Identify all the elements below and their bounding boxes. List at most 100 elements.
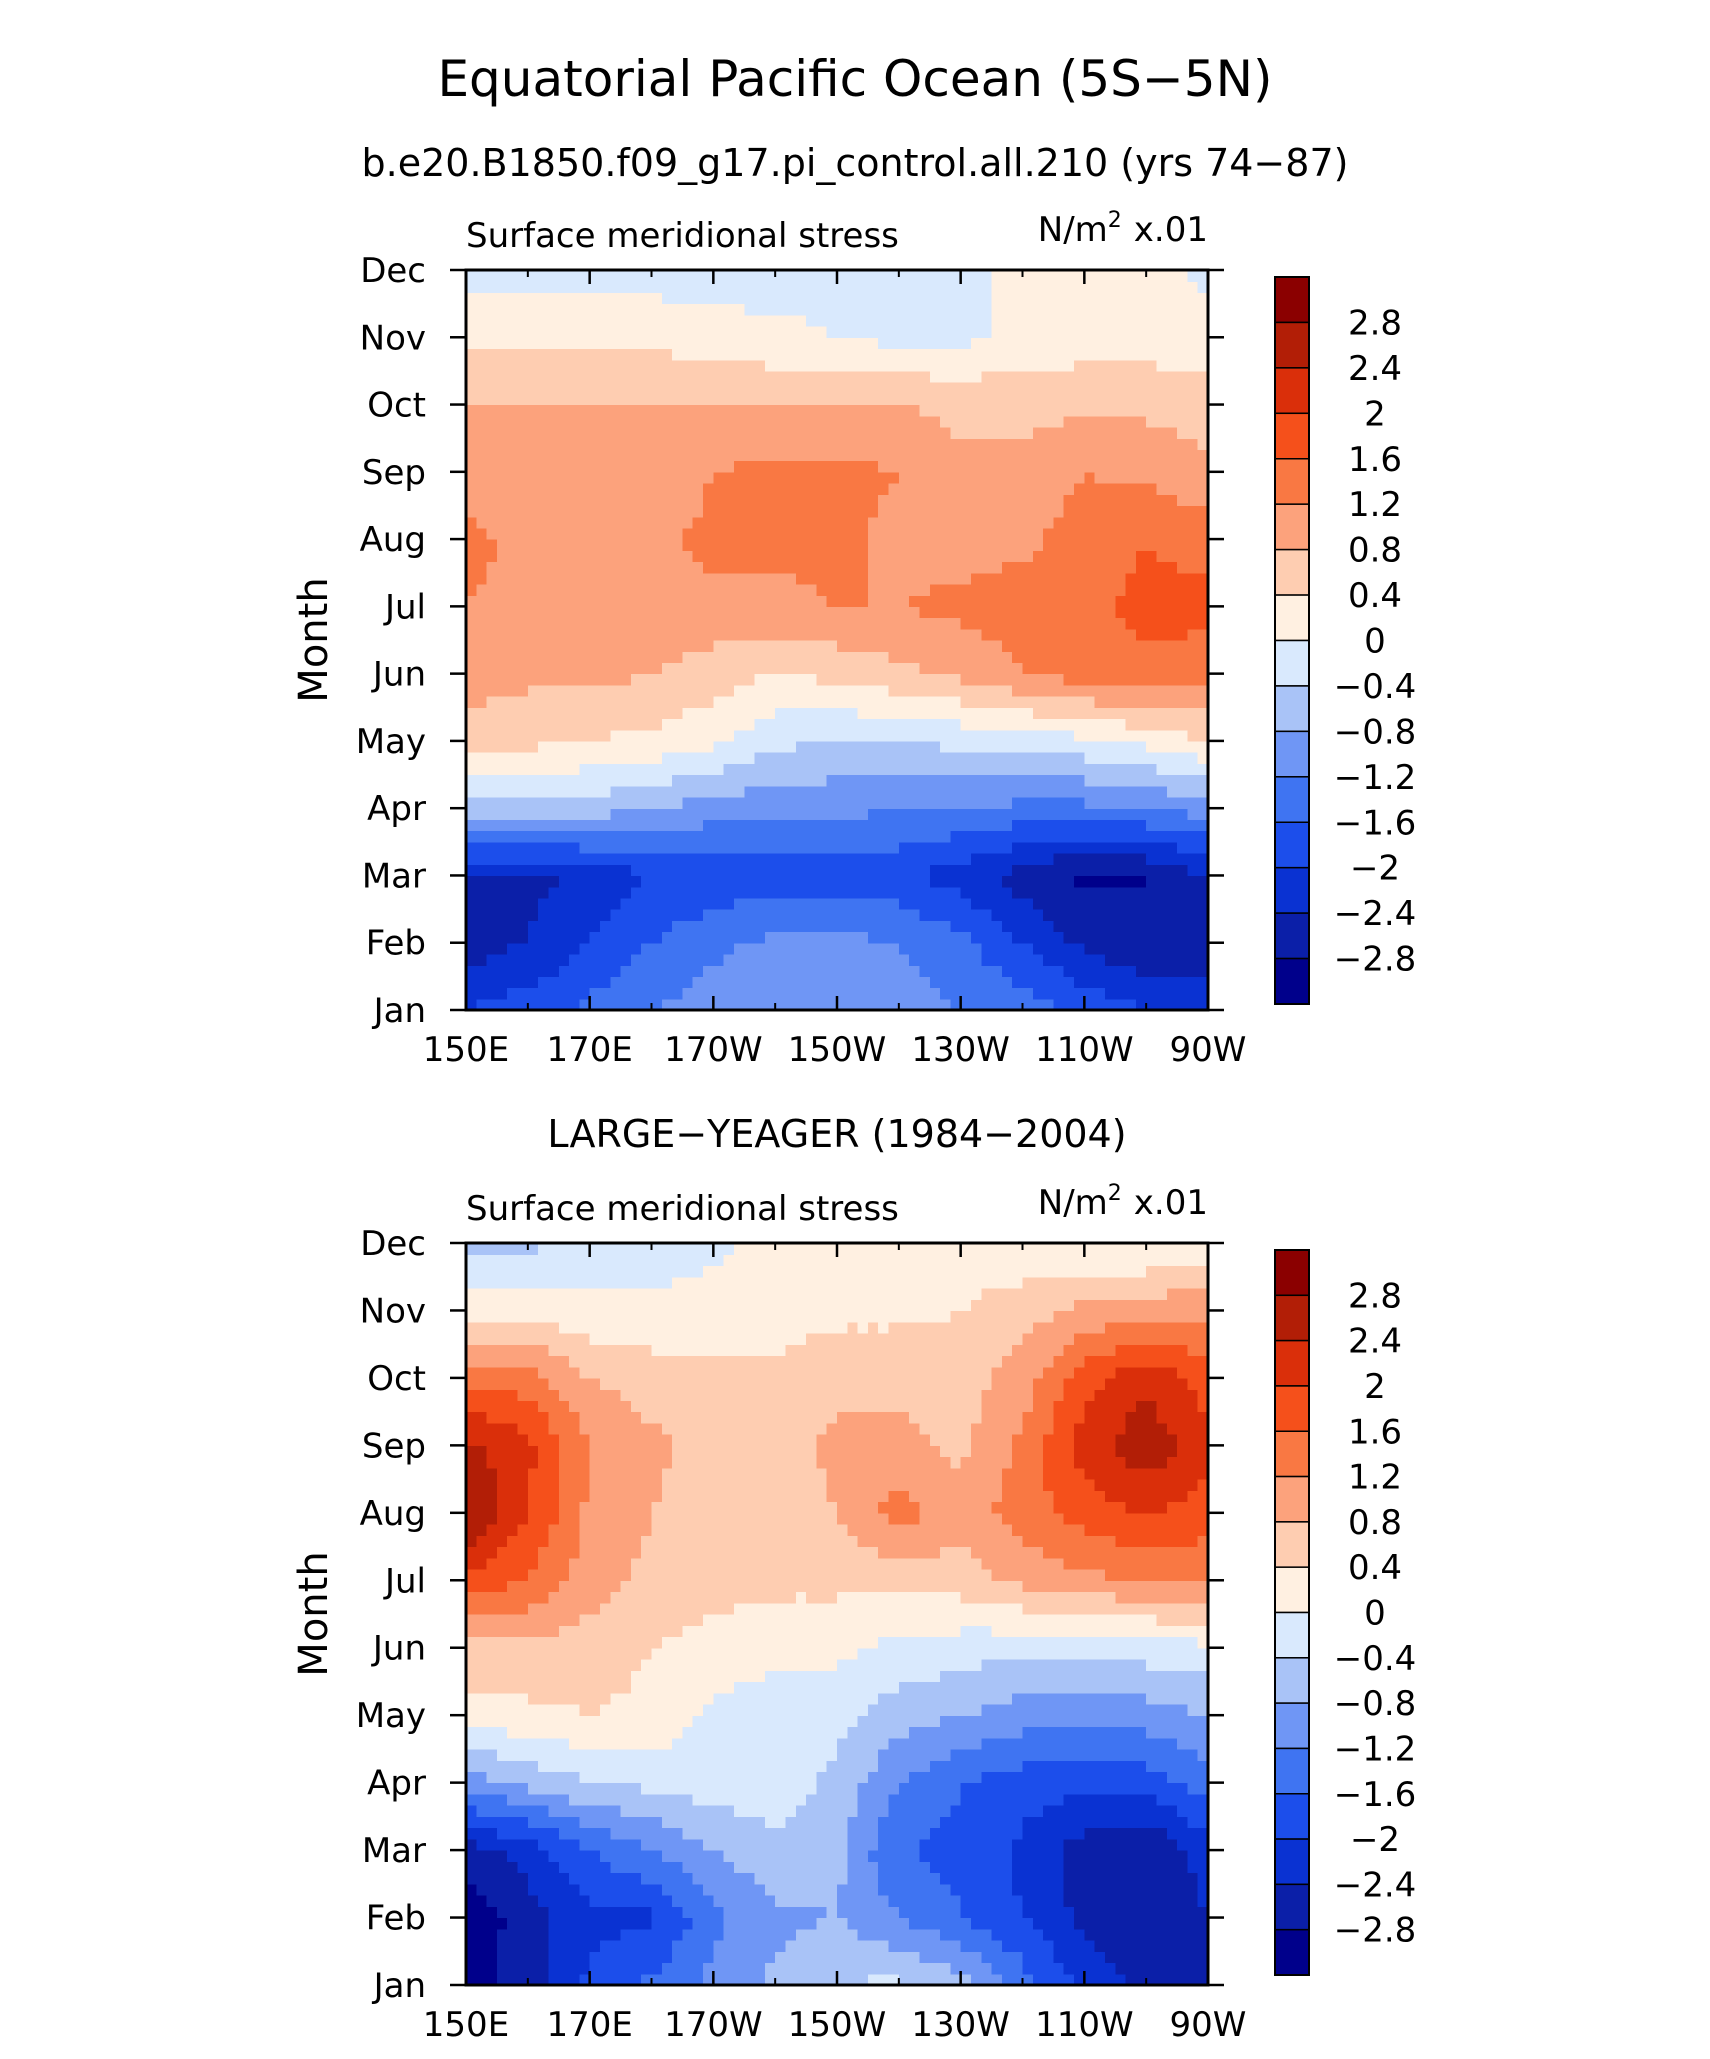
heatmap-cell (1146, 718, 1158, 731)
heatmap-cell (1053, 841, 1065, 854)
heatmap-cell (486, 539, 498, 551)
heatmap-cell (888, 471, 900, 484)
heatmap-cell (703, 628, 714, 641)
heatmap-cell (847, 819, 859, 832)
heatmap-cell (1084, 774, 1096, 787)
heatmap-cell (1043, 718, 1055, 731)
heatmap-cell (898, 998, 910, 1011)
heatmap-cell (1043, 572, 1055, 585)
heatmap-cell (1094, 696, 1106, 708)
heatmap-cell (764, 976, 776, 989)
heatmap-cell (641, 651, 653, 664)
heatmap-cell (507, 953, 519, 966)
heatmap-cell (630, 1951, 642, 1964)
heatmap-cell (641, 1940, 653, 1952)
heatmap-cell (661, 886, 673, 899)
colorbar-label: 1.6 (1348, 440, 1402, 480)
heatmap-cell (620, 785, 632, 798)
heatmap-cell (1001, 763, 1013, 776)
heatmap-cell (878, 875, 890, 888)
heatmap-cell (507, 987, 519, 1000)
heatmap-cell (909, 572, 921, 585)
heatmap-cell (692, 875, 704, 888)
heatmap-cell (785, 292, 797, 305)
heatmap-cell (991, 471, 1003, 484)
heatmap-cell (486, 942, 498, 955)
heatmap-cell (960, 651, 972, 664)
heatmap-cell (1166, 909, 1178, 921)
heatmap-cell (527, 696, 539, 708)
heatmap-cell (610, 505, 622, 518)
heatmap-cell (1135, 673, 1147, 686)
heatmap-cell (754, 942, 766, 955)
heatmap-cell (847, 729, 859, 742)
heatmap-cell (1022, 595, 1034, 607)
heatmap-cell (527, 438, 539, 450)
heatmap-cell (527, 763, 539, 776)
heatmap-cell (909, 931, 921, 944)
heatmap-cell (507, 718, 519, 731)
heatmap-cell (558, 953, 570, 966)
heatmap-cell (672, 640, 684, 652)
heatmap-cell (816, 651, 828, 664)
heatmap-cell (672, 1962, 684, 1975)
heatmap-cell (558, 415, 570, 428)
heatmap-cell (940, 281, 951, 294)
heatmap-cell (775, 987, 787, 1000)
heatmap-cell (630, 1973, 642, 1986)
heatmap-cell (754, 314, 766, 327)
heatmap-cell (970, 370, 982, 383)
heatmap-cell (1146, 909, 1158, 921)
heatmap-cell (981, 640, 993, 652)
heatmap-cell (1166, 539, 1178, 551)
heatmap-cell (1012, 561, 1024, 574)
heatmap-cell (909, 740, 921, 753)
heatmap-cell (538, 583, 550, 596)
heatmap-cell (466, 1962, 477, 1975)
heatmap-cell (548, 326, 560, 338)
heatmap-cell (1177, 438, 1188, 450)
heatmap-cell (1032, 281, 1044, 294)
heatmap-cell (569, 595, 580, 607)
heatmap-cell (1197, 471, 1209, 484)
heatmap-cell (1197, 426, 1209, 439)
heatmap-cell (1115, 628, 1127, 641)
heatmap-cell (661, 337, 673, 350)
heatmap-cell (1104, 415, 1116, 428)
heatmap-cell (764, 516, 776, 529)
heatmap-cell (806, 505, 817, 518)
heatmap-cell (785, 718, 797, 731)
heatmap-cell (558, 292, 570, 305)
heatmap-cell (1022, 729, 1034, 742)
heatmap-cell (1094, 561, 1106, 574)
heatmap-cell (929, 270, 941, 282)
heatmap-cell (1094, 740, 1106, 753)
heatmap-cell (610, 886, 622, 899)
heatmap-cell (1012, 763, 1024, 776)
heatmap-cell (1146, 953, 1158, 966)
heatmap-cell (1001, 348, 1013, 361)
heatmap-cell (1022, 752, 1034, 764)
heatmap-cell (950, 953, 962, 966)
heatmap-cell (713, 965, 725, 977)
heatmap-cell (888, 796, 900, 809)
heatmap-cell (837, 326, 848, 338)
heatmap-cell (517, 370, 529, 383)
heatmap-cell (703, 841, 714, 854)
heatmap-cell (713, 875, 725, 888)
heatmap-cell (960, 942, 972, 955)
heatmap-cell (527, 516, 539, 529)
heatmap-cell (888, 942, 900, 955)
heatmap-cell (630, 673, 642, 686)
heatmap-cell (599, 696, 611, 708)
heatmap-cell (1146, 662, 1158, 675)
heatmap-cell (806, 819, 817, 832)
heatmap-cell (548, 696, 560, 708)
heatmap-cell (1074, 886, 1085, 899)
heatmap-cell (723, 370, 735, 383)
heatmap-cell (569, 707, 580, 720)
heatmap-cell (538, 281, 550, 294)
heatmap-cell (806, 595, 817, 607)
heatmap-cell (1177, 606, 1188, 619)
heatmap-cell (466, 662, 477, 675)
